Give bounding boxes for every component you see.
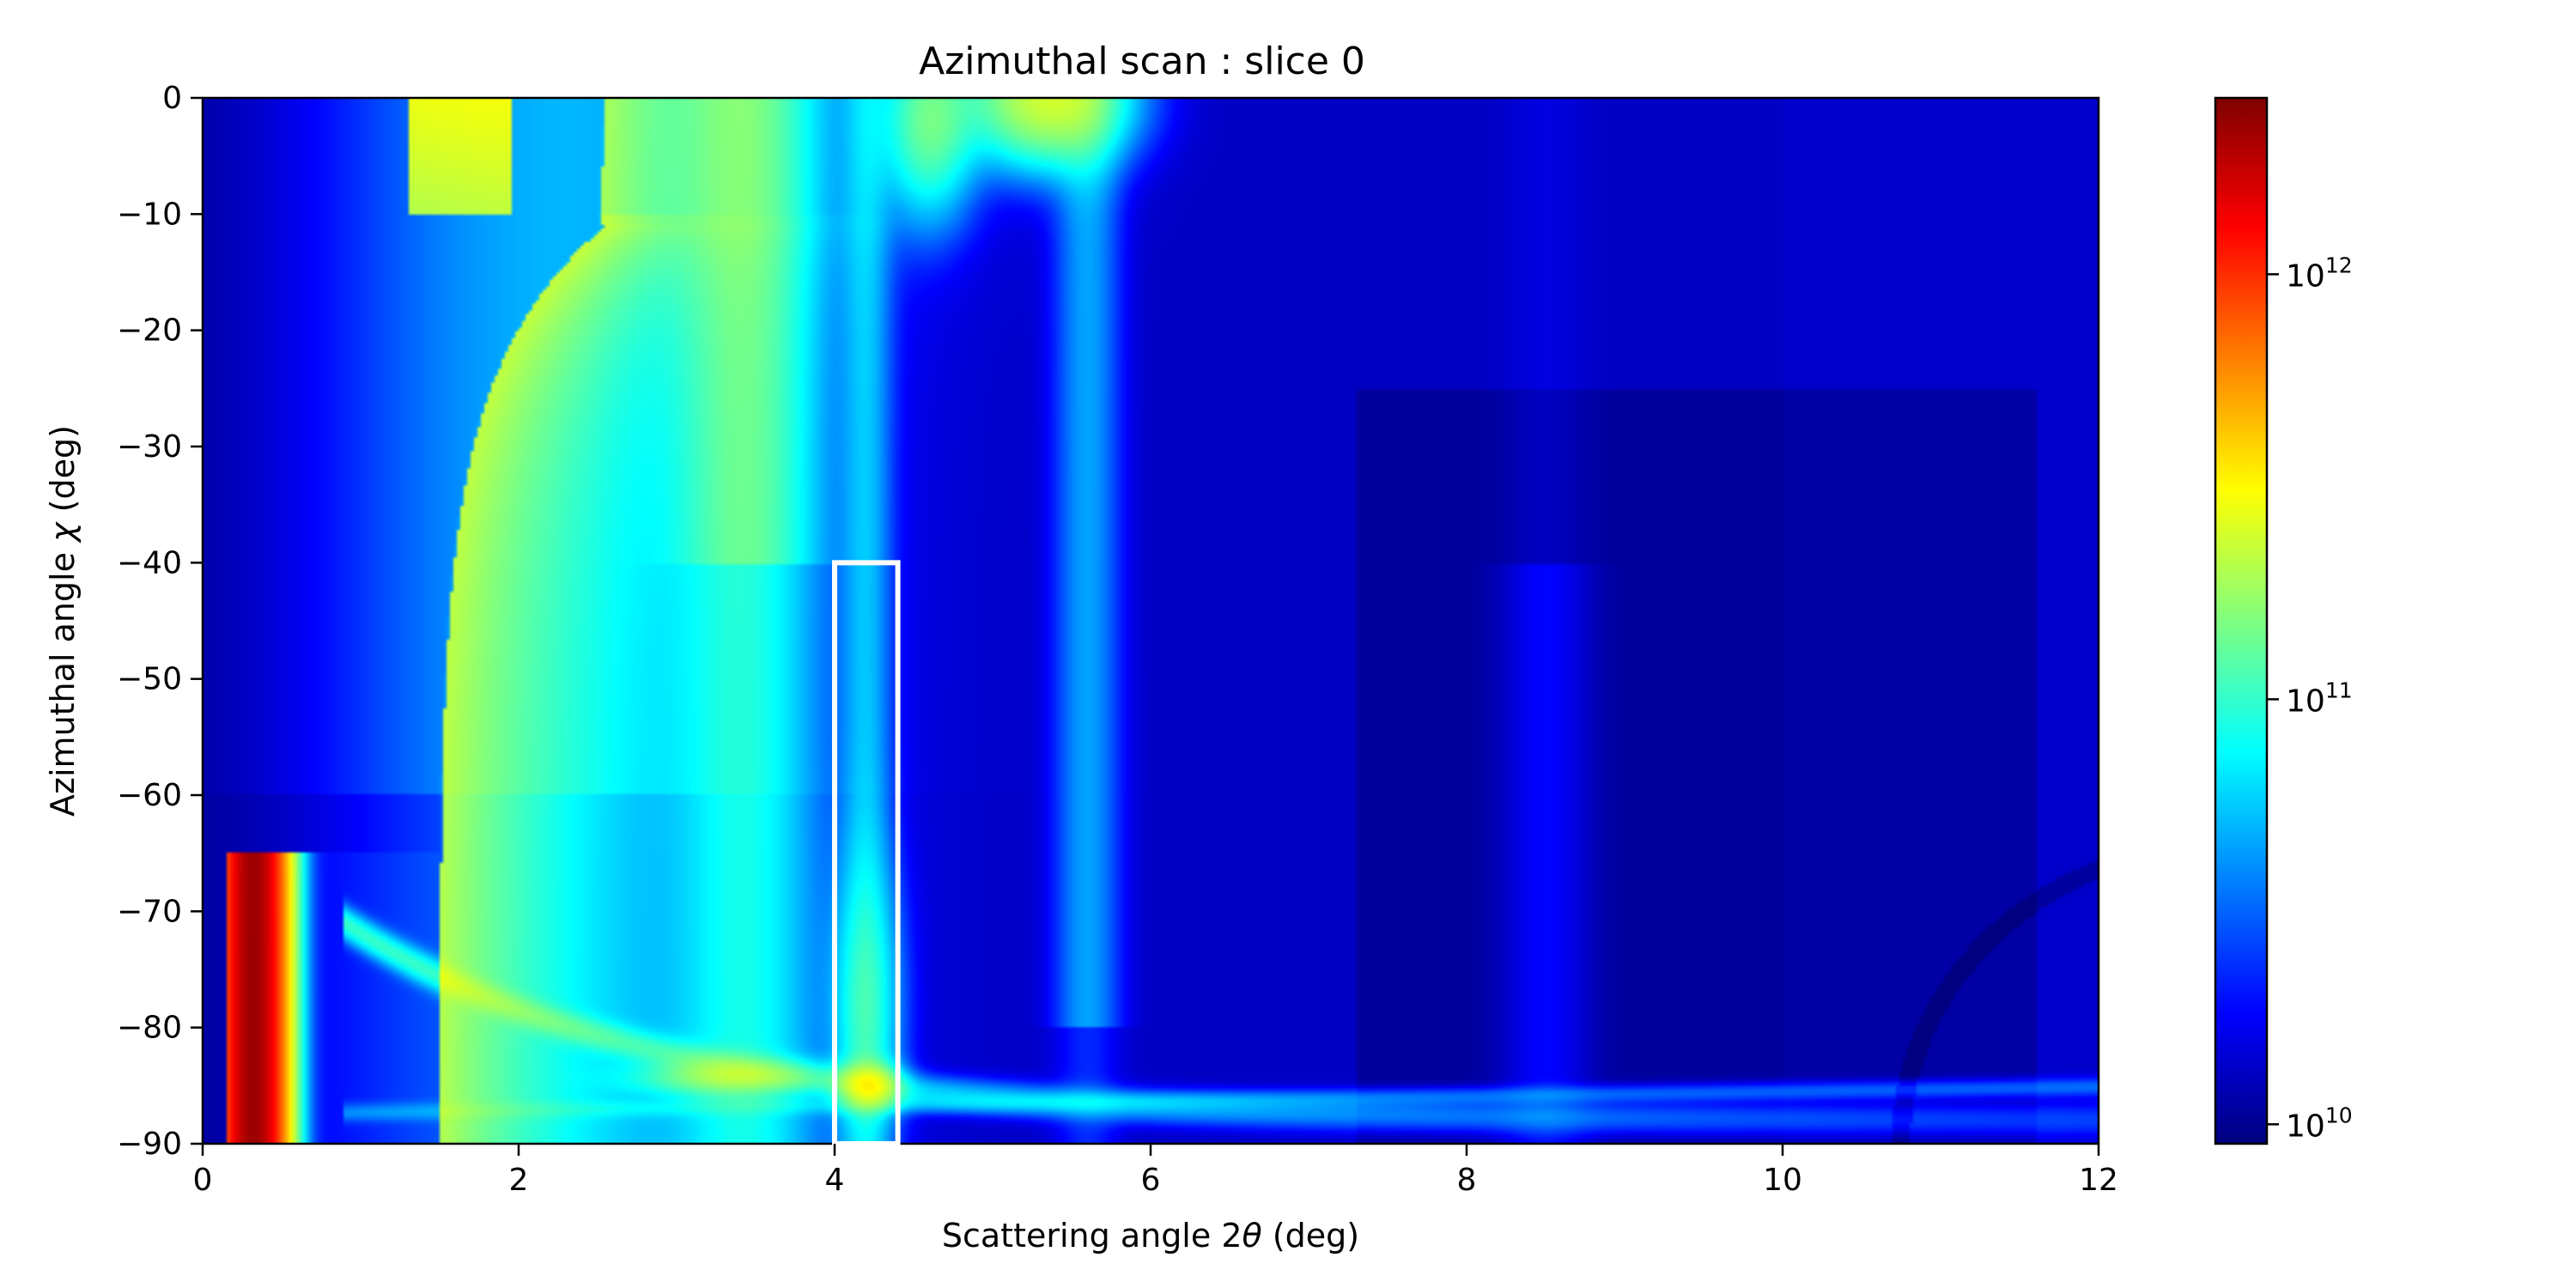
x-tick-label: 2 — [509, 1163, 529, 1198]
y-tick-label: −30 — [117, 429, 182, 465]
y-tick-label: 0 — [162, 81, 182, 116]
x-tick-label: 12 — [2079, 1163, 2118, 1198]
colorbar-tick-label: 1012 — [2286, 252, 2353, 294]
x-tick-label: 8 — [1457, 1163, 1477, 1198]
heatmap-image — [203, 98, 2099, 1144]
y-tick-label: −80 — [117, 1011, 182, 1046]
x-tick-label: 4 — [825, 1163, 845, 1198]
y-tick-label: −70 — [117, 894, 182, 929]
y-tick-label: −10 — [117, 197, 182, 232]
x-tick-label: 6 — [1141, 1163, 1161, 1198]
colorbar-tick-label: 1010 — [2286, 1103, 2353, 1144]
y-tick-label: −60 — [117, 778, 182, 813]
colorbar-tick-label: 1011 — [2286, 677, 2353, 719]
x-axis: 0 2 4 6 8 10 12 — [193, 1144, 2118, 1198]
colorbar-frame — [2214, 96, 2269, 1145]
y-tick-label: −50 — [117, 662, 182, 697]
x-tick-label: 0 — [193, 1163, 213, 1198]
y-axis: 0 −10 −20 −30 −40 −50 −60 −70 −80 −90 — [117, 81, 203, 1162]
x-tick-label: 10 — [1763, 1163, 1802, 1198]
colorbar-ticks: 1010 1011 1012 — [2267, 252, 2353, 1144]
x-axis-label: Scattering angle 2θ (deg) — [942, 1217, 1359, 1255]
y-axis-label: Azimuthal angle χ (deg) — [44, 425, 82, 817]
colorbar: 1010 1011 1012 — [2214, 96, 2353, 1145]
chart-title: Azimuthal scan : slice 0 — [919, 39, 1365, 83]
y-tick-label: −20 — [117, 313, 182, 349]
y-tick-label: −90 — [117, 1127, 182, 1162]
y-tick-label: −40 — [117, 545, 182, 580]
colorbar-gradient — [2215, 98, 2267, 1144]
plot-area — [201, 96, 2100, 1146]
roi-box — [832, 560, 901, 1146]
